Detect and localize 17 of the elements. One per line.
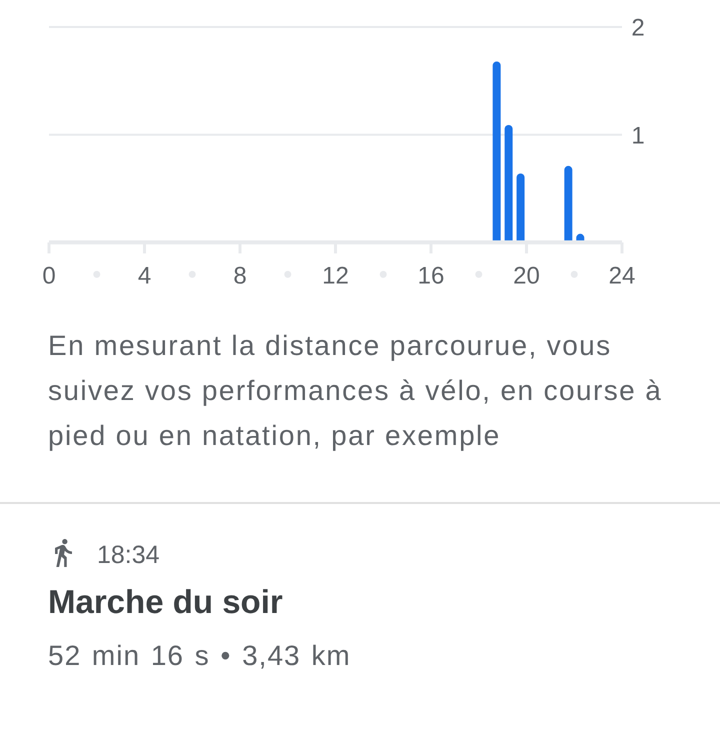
y-tick-label: 2	[631, 14, 645, 42]
text: Marche du soir	[48, 582, 283, 622]
x-tick-label: 16	[418, 262, 444, 290]
x-tick-label: 4	[138, 262, 152, 290]
text: 18:34	[97, 540, 160, 571]
bar	[504, 125, 513, 242]
x-tick-label: 20	[513, 262, 540, 290]
x-tick-label: 8	[233, 262, 247, 290]
bar	[564, 166, 572, 242]
text: En mesurant la distance parcourue, vous suivez vos performances à vélo, en course à pied ou en natation, par exemple	[48, 329, 664, 453]
bar	[516, 173, 525, 242]
x-tick-label: 12	[322, 262, 349, 290]
bar	[492, 61, 501, 242]
y-tick-label: 1	[631, 122, 645, 150]
x-tick-label: 24	[608, 262, 636, 290]
text: 52 min 16 s • 3,43 km	[48, 639, 351, 673]
x-tick-label: 0	[42, 262, 56, 290]
